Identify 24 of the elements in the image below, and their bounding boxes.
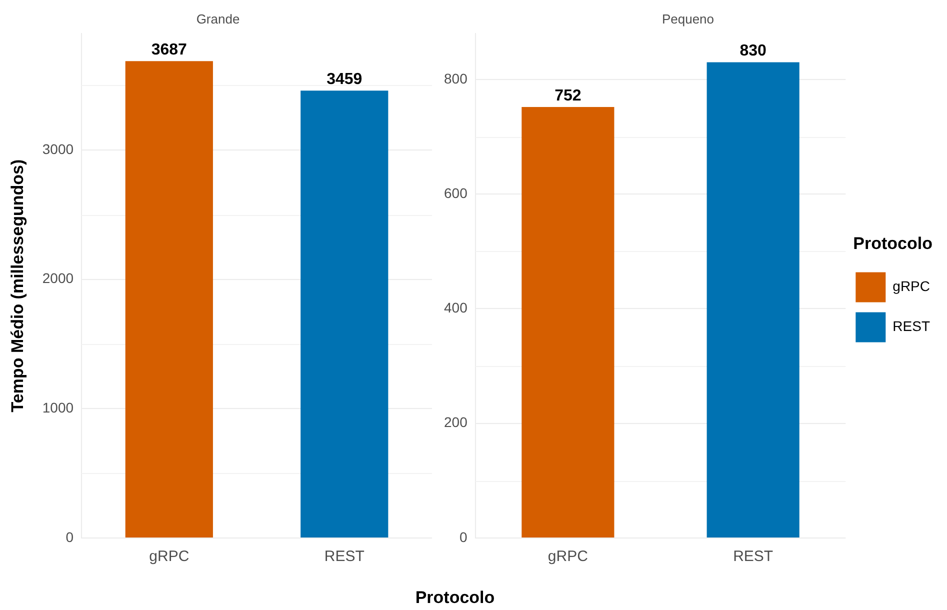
y-tick-label: 1000 xyxy=(42,400,74,416)
y-tick-label: 2000 xyxy=(42,270,74,286)
y-tick-label: 0 xyxy=(66,528,74,545)
x-tick-label: gRPC xyxy=(149,548,190,566)
data-label: 752 xyxy=(554,87,582,104)
legend-label: gRPC xyxy=(892,278,930,294)
x-tick-label: REST xyxy=(733,548,774,566)
x-axis-title: Protocolo xyxy=(414,588,496,608)
y-tick-label: 400 xyxy=(444,300,468,316)
y-axis-title: Tempo Médio (millessegundos) xyxy=(8,159,27,412)
data-label: 3459 xyxy=(326,71,362,88)
x-tick-label: gRPC xyxy=(548,548,588,566)
chart-title: Grande xyxy=(196,11,240,26)
y-tick-label: 800 xyxy=(444,70,468,86)
y-tick-label: 0 xyxy=(460,528,468,545)
y-tick-label: 200 xyxy=(444,414,468,430)
y-tick-label: 600 xyxy=(444,184,468,201)
data-label: 830 xyxy=(740,42,767,60)
chart-title: Pequeno xyxy=(662,11,714,26)
legend-label: REST xyxy=(892,318,930,334)
y-tick-label: 3000 xyxy=(42,140,74,157)
x-tick-label: REST xyxy=(324,548,364,566)
data-label: 3687 xyxy=(151,42,188,59)
legend-title: Protocolo xyxy=(853,234,932,253)
